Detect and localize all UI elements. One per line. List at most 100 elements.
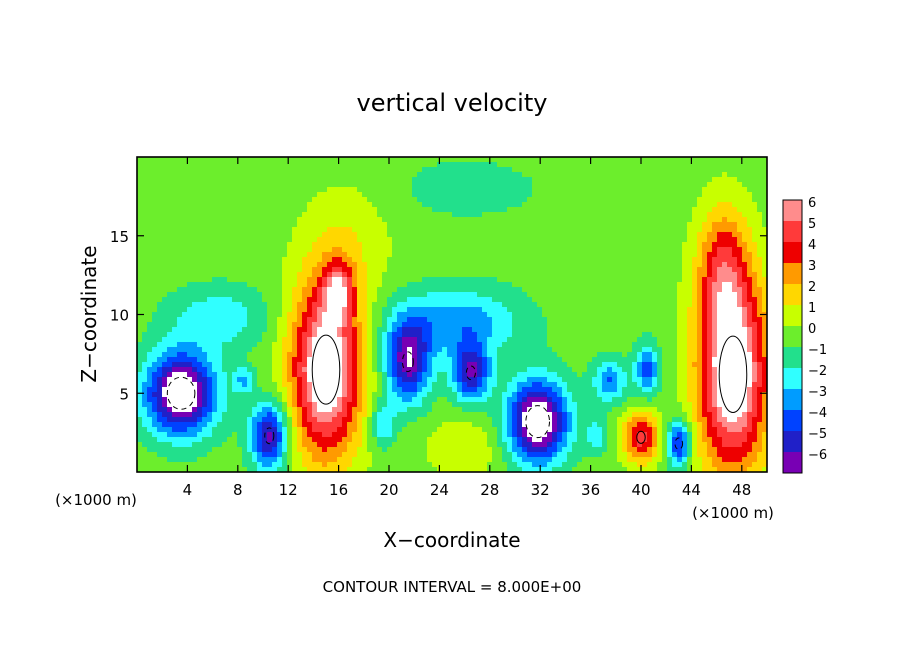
heat-cell xyxy=(597,307,603,313)
heat-cell xyxy=(492,232,498,238)
heat-cell xyxy=(332,347,338,353)
heat-cell xyxy=(432,182,438,188)
heat-cell xyxy=(672,267,678,273)
heat-cell xyxy=(417,337,423,343)
heat-cell xyxy=(332,197,338,203)
heat-cell xyxy=(372,262,378,268)
heat-cell xyxy=(162,197,168,203)
heat-cell xyxy=(267,347,273,353)
heat-cell xyxy=(237,352,243,358)
heat-cell xyxy=(512,207,518,213)
heat-cell xyxy=(602,252,608,258)
heat-cell xyxy=(567,192,573,198)
heat-cell xyxy=(717,167,723,173)
heat-cell xyxy=(177,302,183,308)
heat-cell xyxy=(692,202,698,208)
heat-cell xyxy=(497,162,503,168)
heat-cell xyxy=(482,352,488,358)
heat-cell xyxy=(752,212,758,218)
heat-cell xyxy=(317,267,323,273)
heat-cell xyxy=(297,162,303,168)
heat-cell xyxy=(677,287,683,293)
heat-cell xyxy=(247,232,253,238)
heat-cell xyxy=(137,257,143,263)
heat-cell xyxy=(547,282,553,288)
heat-cell xyxy=(187,177,193,183)
heat-cell xyxy=(207,232,213,238)
heat-cell xyxy=(327,307,333,313)
heat-cell xyxy=(712,342,718,348)
heat-cell xyxy=(462,272,468,278)
heat-cell xyxy=(292,297,298,303)
heat-cell xyxy=(152,197,158,203)
heat-cell xyxy=(292,332,298,338)
heat-cell xyxy=(277,207,283,213)
heat-cell xyxy=(137,297,143,303)
heat-cell xyxy=(142,322,148,328)
heat-cell xyxy=(757,207,763,213)
heat-cell xyxy=(597,342,603,348)
heat-cell xyxy=(542,192,548,198)
heat-cell xyxy=(367,322,373,328)
heat-cell xyxy=(582,302,588,308)
heat-cell xyxy=(662,202,668,208)
heat-cell xyxy=(287,267,293,273)
heat-cell xyxy=(467,302,473,308)
heat-cell xyxy=(242,282,248,288)
heat-cell xyxy=(307,257,313,263)
heat-cell xyxy=(407,327,413,333)
heat-cell xyxy=(372,327,378,333)
heat-cell xyxy=(702,287,708,293)
heat-cell xyxy=(742,257,748,263)
heat-cell xyxy=(677,277,683,283)
heat-cell xyxy=(222,172,228,178)
heat-cell xyxy=(202,317,208,323)
heat-cell xyxy=(437,252,443,258)
heat-cell xyxy=(642,187,648,193)
heat-cell xyxy=(642,277,648,283)
heat-cell xyxy=(387,177,393,183)
heat-cell xyxy=(537,252,543,258)
heat-cell xyxy=(472,282,478,288)
heat-cell xyxy=(192,247,198,253)
heat-cell xyxy=(482,312,488,318)
heat-cell xyxy=(567,157,573,163)
heat-cell xyxy=(422,247,428,253)
heat-cell xyxy=(657,222,663,228)
heat-cell xyxy=(307,247,313,253)
heat-cell xyxy=(657,302,663,308)
heat-cell xyxy=(552,157,558,163)
heat-cell xyxy=(177,332,183,338)
heat-cell xyxy=(727,222,733,228)
heat-cell xyxy=(497,197,503,203)
heat-cell xyxy=(542,337,548,343)
heat-cell xyxy=(737,262,743,268)
heat-cell xyxy=(382,257,388,263)
heat-cell xyxy=(427,177,433,183)
heat-cell xyxy=(152,172,158,178)
heat-cell xyxy=(287,172,293,178)
heat-cell xyxy=(357,192,363,198)
heat-cell xyxy=(407,257,413,263)
heat-cell xyxy=(332,292,338,298)
heat-cell xyxy=(602,222,608,228)
heat-cell xyxy=(617,197,623,203)
heat-cell xyxy=(332,202,338,208)
heat-cell xyxy=(667,332,673,338)
heat-cell xyxy=(462,327,468,333)
heat-cell xyxy=(517,217,523,223)
heat-cell xyxy=(212,262,218,268)
heat-cell xyxy=(527,197,533,203)
heat-cell xyxy=(352,332,358,338)
heat-cell xyxy=(692,302,698,308)
heat-cell xyxy=(692,267,698,273)
heat-cell xyxy=(702,342,708,348)
heat-cell xyxy=(362,282,368,288)
heat-cell xyxy=(657,202,663,208)
heat-cell xyxy=(322,237,328,243)
heat-cell xyxy=(257,352,263,358)
heat-cell xyxy=(247,322,253,328)
heat-cell xyxy=(557,307,563,313)
heat-cell xyxy=(352,182,358,188)
heat-cell xyxy=(422,162,428,168)
